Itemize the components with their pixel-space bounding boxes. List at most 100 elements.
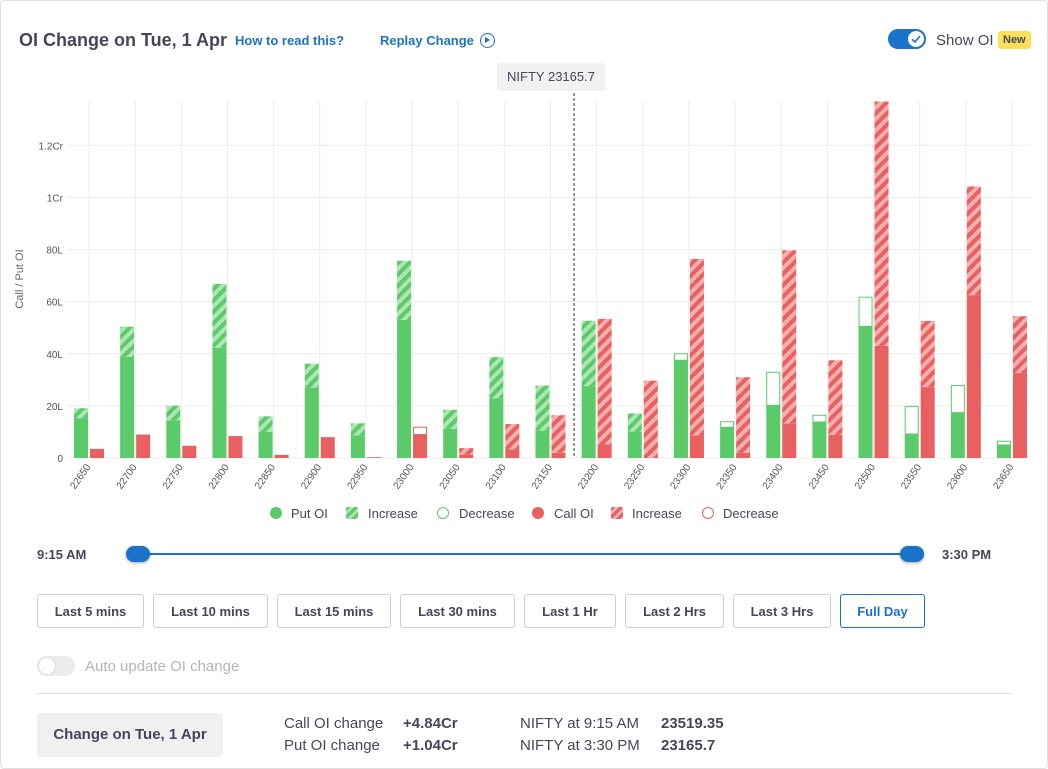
call-oi-increase-bar[interactable]	[920, 320, 935, 388]
put-oi-bar[interactable]	[489, 398, 504, 458]
put-oi-bar[interactable]	[673, 360, 688, 458]
replay-change-link[interactable]: Replay Change	[380, 33, 495, 48]
call-oi-bar[interactable]	[228, 436, 243, 458]
range-last-3-hrs-button[interactable]: Last 3 Hrs	[733, 594, 831, 628]
slider-end-handle[interactable]	[900, 546, 924, 562]
call-oi-bar[interactable]	[90, 448, 104, 458]
put-oi-decrease-bar[interactable]	[720, 421, 735, 428]
range-last-30-mins-button[interactable]: Last 30 mins	[400, 594, 515, 628]
legend-swatch-put-hatch	[346, 507, 358, 519]
put-oi-increase-bar[interactable]	[535, 385, 550, 431]
put-oi-bar[interactable]	[858, 326, 873, 458]
put-oi-increase-bar[interactable]	[443, 409, 458, 429]
call-oi-increase-bar[interactable]	[551, 415, 566, 453]
put-oi-increase-bar[interactable]	[581, 320, 596, 387]
put-oi-increase-bar[interactable]	[489, 357, 504, 399]
put-oi-decrease-bar[interactable]	[904, 405, 919, 435]
x-tick-label: 22850	[253, 462, 278, 491]
call-oi-decrease-bar[interactable]	[413, 426, 428, 436]
put-oi-bar[interactable]	[443, 428, 458, 458]
call-oi-increase-bar[interactable]	[459, 448, 474, 455]
call-oi-increase-bar[interactable]	[643, 380, 658, 458]
slider-start-handle[interactable]	[126, 546, 150, 562]
put-oi-bar[interactable]	[997, 444, 1011, 458]
put-oi-increase-bar[interactable]	[350, 423, 365, 436]
call-oi-bar[interactable]	[689, 435, 704, 458]
auto-update-toggle[interactable]	[37, 656, 75, 676]
put-oi-bar[interactable]	[581, 386, 596, 458]
put-oi-increase-bar[interactable]	[212, 283, 227, 348]
call-oi-bar[interactable]	[874, 345, 889, 458]
x-tick-label: 23100	[484, 462, 509, 491]
put-oi-increase-bar[interactable]	[258, 416, 273, 432]
call-oi-bar[interactable]	[182, 445, 197, 458]
put-oi-bar[interactable]	[304, 387, 319, 458]
put-oi-bar[interactable]	[766, 405, 781, 458]
check-icon	[911, 35, 921, 44]
put-oi-bar[interactable]	[397, 319, 412, 458]
call-oi-increase-bar[interactable]	[505, 424, 520, 450]
call-oi-increase-bar[interactable]	[736, 377, 751, 453]
show-oi-toggle[interactable]	[888, 29, 926, 49]
how-to-read-link[interactable]: How to read this?	[235, 33, 345, 48]
put-oi-bar[interactable]	[535, 430, 550, 458]
x-tick-label: 23350	[715, 462, 740, 491]
time-slider-track[interactable]	[138, 553, 912, 555]
call-oi-increase-bar[interactable]	[782, 250, 797, 424]
call-oi-increase-bar[interactable]	[828, 360, 843, 435]
put-oi-decrease-bar[interactable]	[812, 414, 827, 423]
call-oi-bar[interactable]	[1013, 373, 1027, 458]
put-oi-increase-bar[interactable]	[304, 363, 319, 388]
put-oi-decrease-bar[interactable]	[766, 371, 781, 406]
call-oi-bar[interactable]	[136, 434, 151, 458]
call-oi-bar[interactable]	[320, 437, 335, 458]
put-oi-bar[interactable]	[166, 420, 181, 458]
call-oi-bar[interactable]	[366, 457, 381, 458]
put-oi-decrease-bar[interactable]	[673, 353, 688, 361]
call-oi-bar[interactable]	[551, 452, 566, 458]
put-oi-bar[interactable]	[258, 431, 273, 458]
put-oi-decrease-bar[interactable]	[858, 296, 873, 327]
put-oi-bar[interactable]	[212, 347, 227, 458]
call-oi-increase-bar[interactable]	[597, 318, 612, 445]
range-last-5-mins-button[interactable]: Last 5 mins	[37, 594, 144, 628]
call-oi-bar[interactable]	[505, 449, 520, 458]
legend-swatch-call-hatch	[611, 507, 623, 519]
call-oi-increase-bar[interactable]	[874, 101, 889, 346]
put-oi-bar[interactable]	[950, 412, 965, 458]
put-oi-bar[interactable]	[627, 431, 642, 458]
range-last-2-hrs-button[interactable]: Last 2 Hrs	[625, 594, 724, 628]
call-oi-bar[interactable]	[828, 434, 843, 458]
call-oi-bar[interactable]	[274, 454, 289, 458]
put-oi-increase-bar[interactable]	[166, 405, 181, 421]
put-oi-increase-bar[interactable]	[397, 260, 412, 320]
call-oi-bar[interactable]	[920, 387, 935, 458]
change-date-button[interactable]: Change on Tue, 1 Apr	[37, 713, 223, 757]
call-oi-increase-bar[interactable]	[1013, 316, 1027, 374]
range-last-15-mins-button[interactable]: Last 15 mins	[277, 594, 391, 628]
put-oi-bar[interactable]	[350, 435, 365, 458]
legend-swatch-put-solid	[270, 507, 282, 519]
call-oi-bar[interactable]	[736, 452, 751, 458]
put-oi-bar[interactable]	[812, 422, 827, 458]
put-oi-bar[interactable]	[904, 434, 919, 458]
call-oi-increase-bar[interactable]	[689, 258, 704, 436]
range-last-1-hr-button[interactable]: Last 1 Hr	[524, 594, 616, 628]
call-oi-bar[interactable]	[597, 444, 612, 458]
range-last-10-mins-button[interactable]: Last 10 mins	[153, 594, 268, 628]
put-oi-increase-bar[interactable]	[74, 408, 88, 419]
put-oi-decrease-bar[interactable]	[997, 440, 1011, 446]
call-oi-bar[interactable]	[459, 454, 474, 458]
call-oi-bar[interactable]	[782, 423, 797, 458]
put-oi-increase-bar[interactable]	[120, 326, 135, 357]
call-oi-bar[interactable]	[966, 295, 981, 458]
put-oi-bar[interactable]	[720, 427, 735, 458]
put-oi-increase-bar[interactable]	[627, 413, 642, 432]
put-oi-bar[interactable]	[74, 418, 88, 458]
call-oi-bar[interactable]	[413, 434, 428, 458]
x-tick-label: 23500	[853, 462, 878, 491]
put-oi-bar[interactable]	[120, 356, 135, 458]
call-oi-increase-bar[interactable]	[966, 186, 981, 296]
put-oi-decrease-bar[interactable]	[950, 385, 965, 414]
range-full-day-button[interactable]: Full Day	[840, 594, 925, 628]
